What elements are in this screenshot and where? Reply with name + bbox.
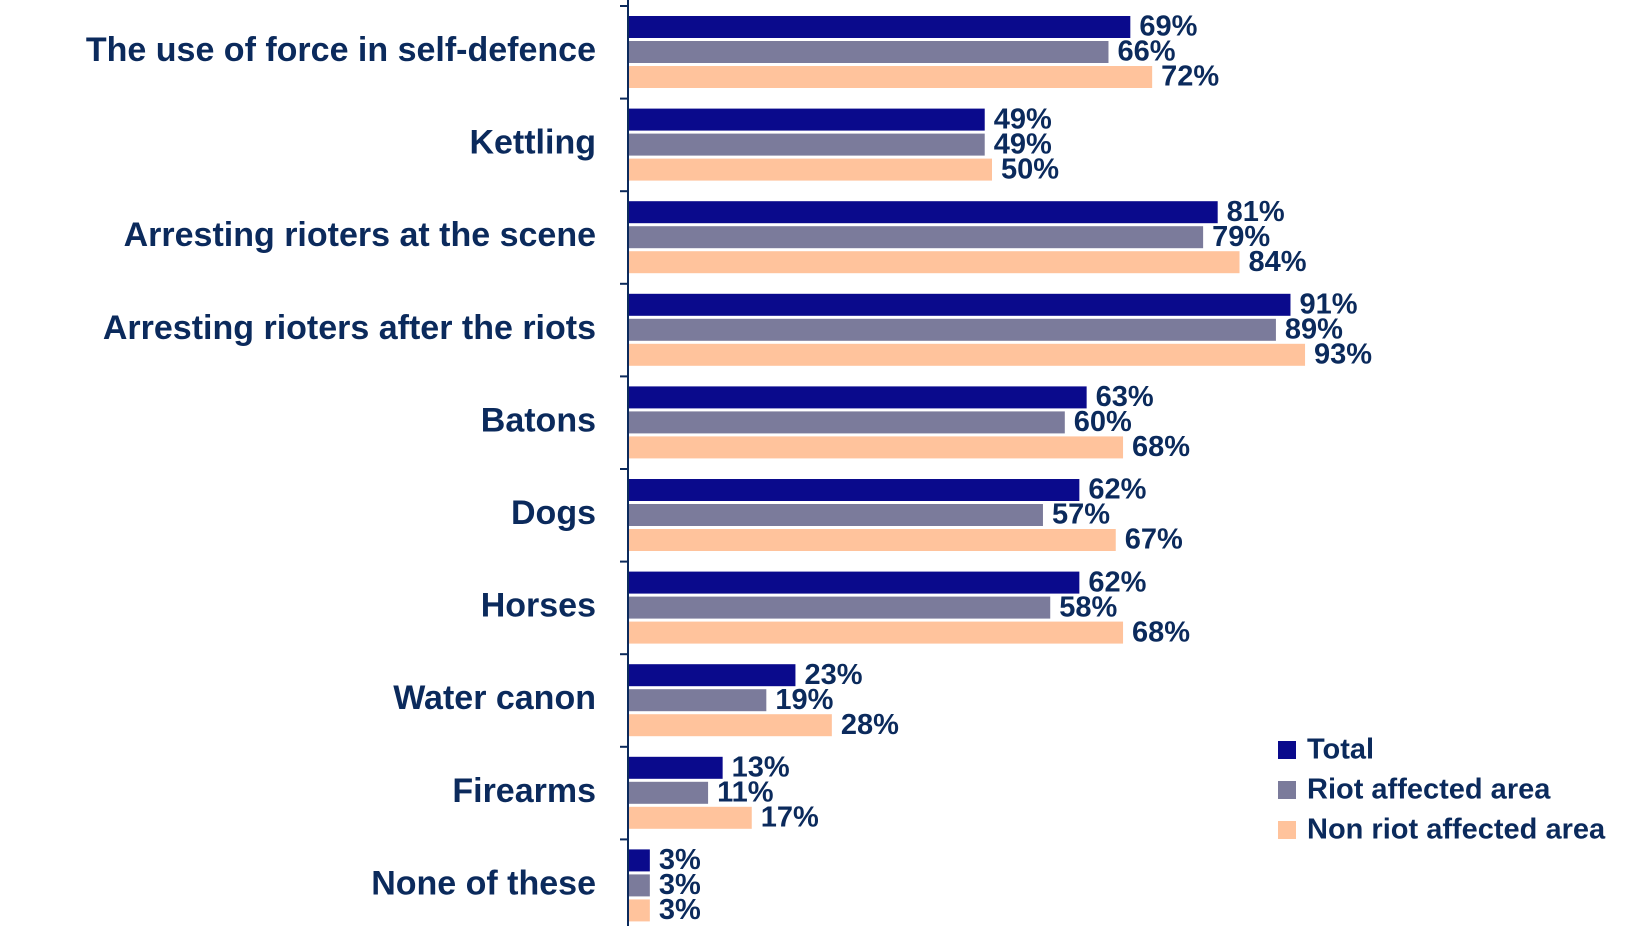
legend-swatch xyxy=(1278,741,1296,759)
bar xyxy=(628,664,796,687)
category-label: Firearms xyxy=(452,772,596,810)
category-labels-layer: The use of force in self-defence Kettling… xyxy=(86,31,596,902)
data-label: 3% xyxy=(659,894,701,926)
bar xyxy=(628,504,1043,526)
bar xyxy=(628,293,1291,316)
bar xyxy=(628,529,1116,551)
legend-swatch xyxy=(1278,821,1296,839)
bars-layer xyxy=(628,16,1306,922)
bar xyxy=(628,386,1087,409)
category-label: The use of force in self-defence xyxy=(86,31,596,69)
data-label: 3% xyxy=(659,869,701,901)
legend-label: Non riot affected area xyxy=(1307,814,1606,846)
data-label: 69% xyxy=(1139,11,1197,43)
category-label: Arresting rioters at the scene xyxy=(124,216,596,254)
data-label: 13% xyxy=(732,751,790,783)
bar xyxy=(628,66,1153,88)
bar xyxy=(628,133,985,156)
bar xyxy=(628,756,723,779)
data-label: 62% xyxy=(1088,566,1146,598)
bar xyxy=(628,571,1080,594)
data-label: 57% xyxy=(1052,499,1110,531)
data-label: 50% xyxy=(1001,153,1059,185)
data-label: 91% xyxy=(1299,288,1357,320)
bar xyxy=(628,436,1124,459)
data-label: 66% xyxy=(1117,36,1175,68)
bar xyxy=(628,714,832,737)
bar xyxy=(628,16,1131,38)
category-label: Water canon xyxy=(393,679,596,717)
data-label: 68% xyxy=(1132,431,1190,463)
data-label: 68% xyxy=(1132,616,1190,648)
legend: Total Riot affected area Non riot affected… xyxy=(1278,734,1606,846)
data-label: 63% xyxy=(1096,381,1154,413)
bar xyxy=(628,41,1109,63)
y-axis xyxy=(620,0,629,926)
bar xyxy=(628,806,752,829)
data-label: 81% xyxy=(1227,196,1285,228)
bar xyxy=(628,411,1065,434)
data-label: 28% xyxy=(841,709,899,741)
data-label: 23% xyxy=(804,659,862,691)
bar xyxy=(628,251,1240,274)
bar xyxy=(628,343,1306,366)
bar xyxy=(628,874,650,897)
legend-label: Riot affected area xyxy=(1307,774,1551,806)
bar xyxy=(628,108,985,131)
bar xyxy=(628,226,1204,249)
category-label: Arresting rioters after the riots xyxy=(103,309,596,347)
data-label: 93% xyxy=(1314,338,1372,370)
bar xyxy=(628,621,1124,644)
category-label: Kettling xyxy=(469,124,596,162)
data-label: 11% xyxy=(717,776,774,808)
bar xyxy=(628,479,1080,501)
data-label: 67% xyxy=(1125,524,1183,556)
data-label: 58% xyxy=(1059,591,1117,623)
data-label: 84% xyxy=(1249,246,1307,278)
bar xyxy=(628,781,709,804)
data-label: 60% xyxy=(1074,406,1132,438)
category-label: Dogs xyxy=(511,494,596,532)
data-label: 17% xyxy=(761,801,819,833)
category-label: Batons xyxy=(481,401,596,439)
legend-label: Total xyxy=(1307,734,1374,766)
data-labels-layer: 69%66%72%49%49%50%81%79%84%91%89%93%63%6… xyxy=(659,11,1372,926)
bar xyxy=(628,689,767,712)
bar xyxy=(628,849,650,872)
data-label: 49% xyxy=(994,128,1052,160)
data-label: 62% xyxy=(1088,474,1146,506)
bar xyxy=(628,201,1218,224)
bar xyxy=(628,596,1051,619)
data-label: 19% xyxy=(775,684,833,716)
bar xyxy=(628,899,650,922)
category-label: Horses xyxy=(481,587,596,625)
bar xyxy=(628,318,1276,341)
data-label: 89% xyxy=(1285,313,1343,345)
category-label: None of these xyxy=(371,864,596,902)
data-label: 79% xyxy=(1212,221,1270,253)
data-label: 49% xyxy=(994,103,1052,135)
bar xyxy=(628,158,992,181)
legend-swatch xyxy=(1278,781,1296,799)
data-label: 72% xyxy=(1161,61,1219,93)
data-label: 3% xyxy=(659,844,701,876)
